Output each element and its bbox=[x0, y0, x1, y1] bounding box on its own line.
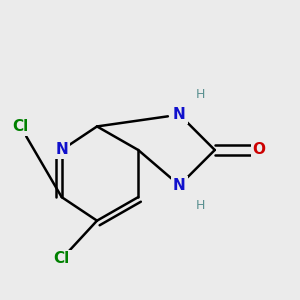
Text: H: H bbox=[195, 88, 205, 100]
Text: N: N bbox=[173, 178, 186, 193]
Text: N: N bbox=[173, 107, 186, 122]
Text: Cl: Cl bbox=[53, 251, 70, 266]
Text: N: N bbox=[55, 142, 68, 158]
Text: H: H bbox=[195, 200, 205, 212]
Text: O: O bbox=[252, 142, 266, 158]
Text: Cl: Cl bbox=[12, 119, 28, 134]
